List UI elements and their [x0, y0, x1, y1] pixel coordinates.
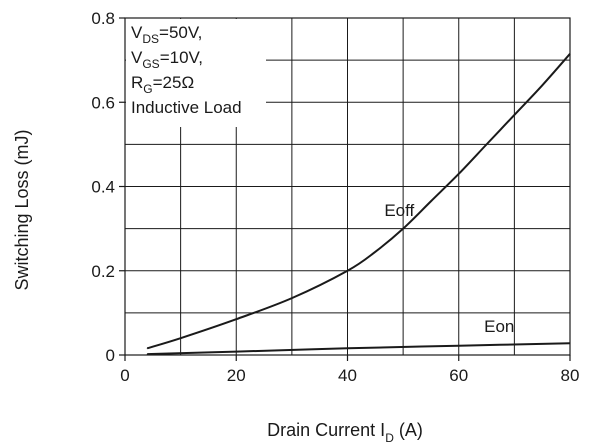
data-point-eon [146, 353, 148, 355]
y-ticks: 0 0.2 0.4 0.6 0.8 [91, 9, 125, 365]
x-tick-label: 60 [449, 366, 468, 385]
y-tick-label: 0 [106, 346, 115, 365]
condition-line: VGS=10V, [131, 48, 203, 71]
data-point-eon [458, 345, 460, 347]
series-label-eon: Eon [484, 317, 514, 336]
data-point-eoff [291, 297, 293, 299]
data-point-eoff [235, 318, 237, 320]
series-label-eoff: Eoff [384, 201, 414, 220]
data-point-eoff [486, 143, 488, 145]
data-point-eoff [402, 228, 404, 230]
data-point-eoff [374, 251, 376, 253]
x-tick-label: 80 [561, 366, 580, 385]
y-tick-label: 0.8 [91, 9, 115, 28]
x-tick-label: 0 [120, 366, 129, 385]
y-tick-label: 0.2 [91, 262, 115, 281]
data-point-eoff [569, 53, 571, 55]
data-point-eon [569, 342, 571, 344]
condition-line: Inductive Load [131, 98, 242, 117]
data-point-eoff [180, 337, 182, 339]
data-point-eon [235, 351, 237, 353]
y-tick-label: 0.4 [91, 178, 115, 197]
condition-line: RG=25Ω [131, 73, 194, 96]
conditions-box-background [126, 19, 266, 127]
data-point-eon [347, 347, 348, 349]
condition-line: VDS=50V, [131, 23, 202, 46]
data-point-eoff [513, 114, 515, 116]
data-point-eoff [458, 173, 460, 175]
series-line-eon [147, 342, 571, 356]
x-tick-label: 40 [338, 366, 357, 385]
grid-lines [125, 18, 570, 355]
data-point-eoff [541, 84, 543, 86]
conditions-box: VDS=50V,VGS=10V,RG=25Ω Inductive Load [126, 19, 266, 127]
y-axis-title: Switching Loss (mJ) [12, 129, 32, 290]
x-tick-label: 20 [227, 366, 246, 385]
x-ticks: 0 20 40 60 80 [120, 355, 579, 385]
x-axis-title: Drain Current ID (A) [267, 420, 423, 445]
series-layer [146, 53, 571, 356]
data-point-eoff [430, 200, 432, 202]
data-point-eoff [146, 347, 148, 349]
series-labels: Eoff Eon [384, 201, 514, 336]
y-tick-label: 0.6 [91, 93, 115, 112]
data-point-eoff [347, 270, 348, 272]
